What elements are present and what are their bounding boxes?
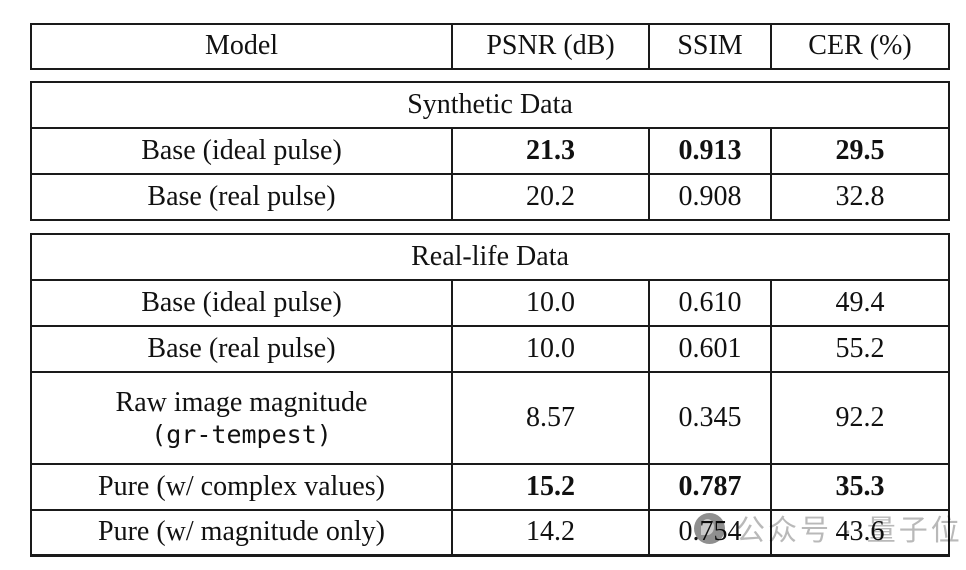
section-title-real-life: Real-life Data: [411, 240, 569, 272]
cell-cer: 32.8: [772, 173, 948, 219]
cell-model: Pure (w/ magnitude only): [32, 509, 453, 554]
cell-model: Base (real pulse): [32, 325, 453, 371]
section-real-life-data: Real-life Data Base (ideal pulse) 10.0 0…: [30, 233, 950, 557]
cell-psnr: 15.2: [453, 463, 650, 509]
cell-ssim: 0.913: [650, 127, 772, 173]
header-cell-psnr: PSNR (dB): [453, 25, 650, 68]
cell-psnr: 14.2: [453, 509, 650, 554]
cell-cer: 49.4: [772, 279, 948, 325]
cell-ssim: 0.601: [650, 325, 772, 371]
header-cell-model: Model: [32, 25, 453, 68]
cell-ssim: 0.787: [650, 463, 772, 509]
cell-ssim: 0.610: [650, 279, 772, 325]
cell-ssim: 0.345: [650, 371, 772, 463]
cell-model: Base (ideal pulse): [32, 279, 453, 325]
cell-psnr: 8.57: [453, 371, 650, 463]
cell-cer: 43.6: [772, 509, 948, 554]
cell-cer: 55.2: [772, 325, 948, 371]
cell-ssim: 0.908: [650, 173, 772, 219]
cell-ssim: 0.754: [650, 509, 772, 554]
cell-cer: 29.5: [772, 127, 948, 173]
cell-model: Raw image magnitude (gr-tempest): [32, 371, 453, 463]
section-synthetic-data: Synthetic Data Base (ideal pulse) 21.3 0…: [30, 81, 950, 221]
header-cell-cer: CER (%): [808, 30, 912, 62]
cell-psnr: 21.3: [453, 127, 650, 173]
model-label-line2-code: (gr-tempest): [151, 419, 332, 449]
cell-model: Base (ideal pulse): [32, 127, 453, 173]
cell-model: Pure (w/ complex values): [32, 463, 453, 509]
cell-psnr: 10.0: [453, 325, 650, 371]
header-cell-ssim: SSIM: [650, 25, 772, 68]
section-title-synthetic: Synthetic Data: [407, 88, 573, 120]
cell-psnr: 10.0: [453, 279, 650, 325]
model-label-line1: Raw image magnitude: [115, 386, 368, 418]
cell-psnr: 20.2: [453, 173, 650, 219]
cell-cer: 92.2: [772, 371, 948, 463]
cell-cer: 35.3: [772, 463, 948, 509]
table-header-row: Model PSNR (dB) SSIM CER (%): [30, 23, 950, 70]
cell-model: Base (real pulse): [32, 173, 453, 219]
